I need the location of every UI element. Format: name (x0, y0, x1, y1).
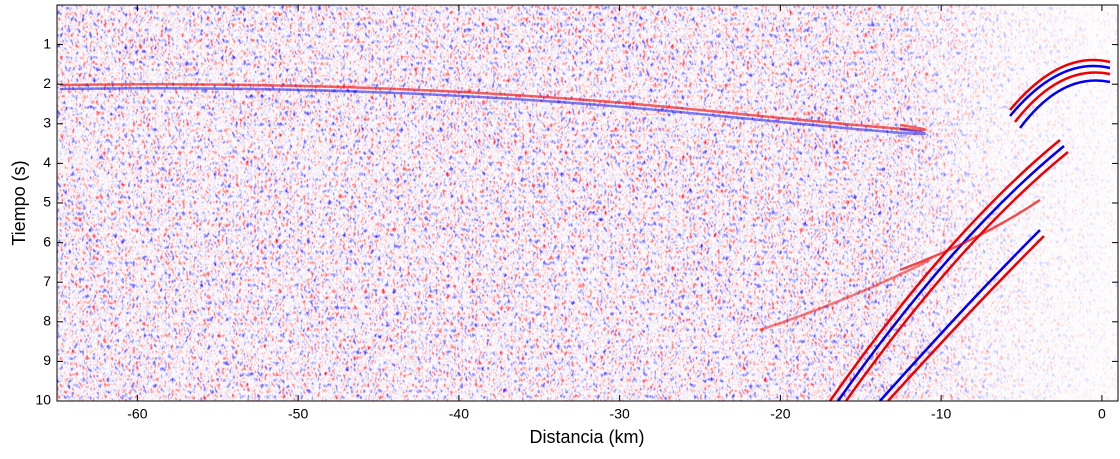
x-tick-label: -50 (288, 406, 308, 422)
x-tick-label: -60 (127, 406, 147, 422)
y-tick-label: 3 (43, 115, 51, 131)
y-tick-label: 7 (43, 273, 51, 289)
x-axis-label: Distancia (km) (529, 427, 644, 447)
x-tick-label: -20 (770, 406, 790, 422)
y-tick-label: 6 (43, 233, 51, 249)
x-tick-label: -30 (610, 406, 630, 422)
x-tick-label: -10 (931, 406, 951, 422)
x-tick-label: 0 (1098, 406, 1106, 422)
y-tick-label: 4 (43, 154, 51, 170)
fade (880, 5, 1118, 401)
y-tick-label: 9 (43, 352, 51, 368)
y-tick-label: 10 (35, 392, 51, 408)
reflections (59, 58, 1111, 401)
y-tick-label: 8 (43, 313, 51, 329)
y-tick-label: 2 (43, 75, 51, 91)
seismic-image (57, 5, 1118, 401)
y-tick-label: 5 (43, 194, 51, 210)
x-tick-label: -40 (449, 406, 469, 422)
y-axis-label: Tiempo (s) (9, 160, 29, 245)
y-tick-label: 1 (43, 35, 51, 51)
